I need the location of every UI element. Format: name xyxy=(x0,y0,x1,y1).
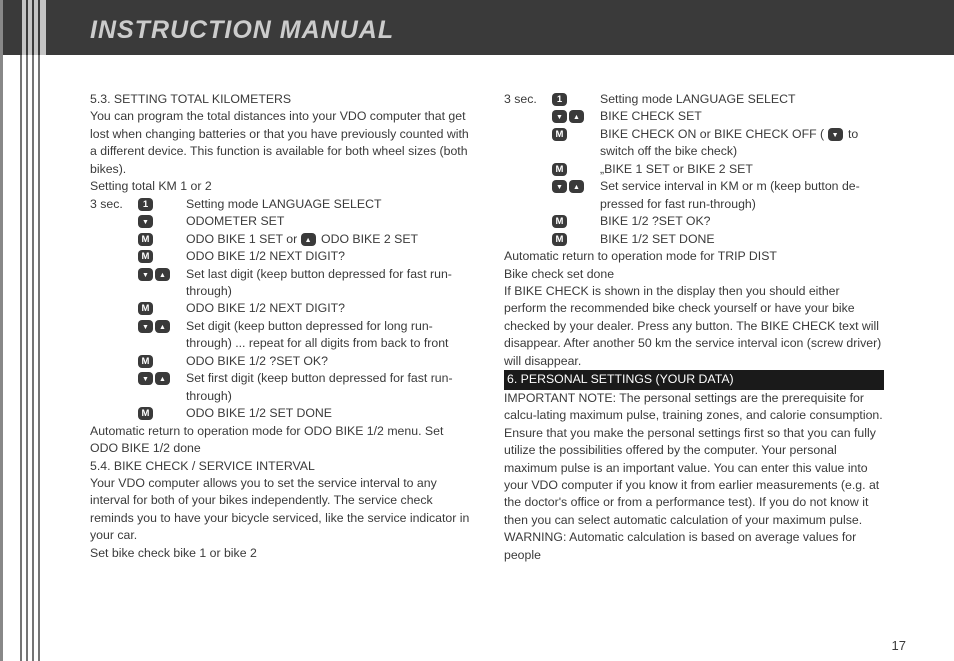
m-icon: M xyxy=(138,407,153,420)
bikecheck-explain: If BIKE CHECK is shown in the display th… xyxy=(504,283,884,370)
down-icon xyxy=(138,372,153,385)
header-bar: INSTRUCTION MANUAL xyxy=(0,0,954,55)
step-icon: M xyxy=(138,405,186,422)
button-1-icon: 1 xyxy=(552,93,567,106)
step-text: Set last digit (keep button depressed fo… xyxy=(186,266,470,301)
down-icon xyxy=(552,180,567,193)
up-icon xyxy=(569,110,584,123)
km-steps-table: 3 sec. 1 Setting mode LANGUAGE SELECT OD… xyxy=(90,196,470,423)
section-6-warning: WARNING: Automatic calculation is based … xyxy=(504,529,884,564)
step-icon: M xyxy=(552,213,600,230)
step-text: BIKE 1/2 ?SET OK? xyxy=(600,213,884,230)
content-area: 5.3. SETTING TOTAL KILOMETERS You can pr… xyxy=(0,55,954,564)
m-icon: M xyxy=(138,302,153,315)
section-6-body: IMPORTANT NOTE: The personal settings ar… xyxy=(504,390,884,530)
step-text: BIKE CHECK SET xyxy=(600,108,884,125)
step-text: Setting mode LANGUAGE SELECT xyxy=(600,91,884,108)
bikecheck-footer2: Bike check set done xyxy=(504,266,884,283)
step-text: Setting mode LANGUAGE SELECT xyxy=(186,196,470,213)
down-icon xyxy=(138,215,153,228)
step-icon xyxy=(138,318,186,353)
section-5-3-body: You can program the total distances into… xyxy=(90,108,470,178)
m-icon: M xyxy=(138,233,153,246)
step-text: Set first digit (keep button depressed f… xyxy=(186,370,470,405)
step-text: Set digit (keep button depressed for lon… xyxy=(186,318,470,353)
page-edge xyxy=(0,0,3,661)
bikecheck-footer1: Automatic return to operation mode for T… xyxy=(504,248,884,265)
section-6-bar: 6. PERSONAL SETTINGS (YOUR DATA) xyxy=(504,370,884,389)
down-icon xyxy=(552,110,567,123)
set-km-label: Setting total KM 1 or 2 xyxy=(90,178,470,195)
m-icon: M xyxy=(552,163,567,176)
m-icon: M xyxy=(552,233,567,246)
m-icon: M xyxy=(138,355,153,368)
step-icon: M xyxy=(138,248,186,265)
step-text: Set service interval in KM or m (keep bu… xyxy=(600,178,884,213)
binding-stripe xyxy=(20,0,46,661)
left-column: 5.3. SETTING TOTAL KILOMETERS You can pr… xyxy=(90,91,470,564)
down-icon xyxy=(138,268,153,281)
step-icon: 1 xyxy=(138,196,186,213)
step-icon xyxy=(138,370,186,405)
page-number: 17 xyxy=(892,638,906,653)
step-duration: 3 sec. xyxy=(90,196,138,213)
section-5-3-footer: Automatic return to operation mode for O… xyxy=(90,423,470,458)
up-icon xyxy=(155,268,170,281)
step-text: ODOMETER SET xyxy=(186,213,470,230)
m-icon: M xyxy=(138,250,153,263)
header-title: INSTRUCTION MANUAL xyxy=(90,16,394,44)
step-icon xyxy=(552,108,600,125)
step-icon xyxy=(138,266,186,301)
right-column: 3 sec. 1 Setting mode LANGUAGE SELECT BI… xyxy=(504,91,884,564)
down-icon xyxy=(138,320,153,333)
section-5-3: 5.3. SETTING TOTAL KILOMETERS You can pr… xyxy=(90,91,470,178)
button-1-icon: 1 xyxy=(138,198,153,211)
step-icon: M xyxy=(552,231,600,248)
up-icon xyxy=(301,233,316,246)
step-text: ODO BIKE 1 SET or ODO BIKE 2 SET xyxy=(186,231,470,248)
step-icon xyxy=(552,178,600,213)
step-icon: 1 xyxy=(552,91,600,108)
step-text: ODO BIKE 1/2 NEXT DIGIT? xyxy=(186,300,470,317)
step-duration: 3 sec. xyxy=(504,91,552,108)
section-5-4-body: Your VDO computer allows you to set the … xyxy=(90,475,470,545)
section-5-4-title: 5.4. BIKE CHECK / SERVICE INTERVAL xyxy=(90,458,470,475)
step-icon: M xyxy=(138,353,186,370)
step-text: BIKE CHECK ON or BIKE CHECK OFF ( to swi… xyxy=(600,126,884,161)
step-icon xyxy=(138,213,186,230)
step-text: ODO BIKE 1/2 ?SET OK? xyxy=(186,353,470,370)
step-text: ODO BIKE 1/2 NEXT DIGIT? xyxy=(186,248,470,265)
m-icon: M xyxy=(552,215,567,228)
bikecheck-steps-table: 3 sec. 1 Setting mode LANGUAGE SELECT BI… xyxy=(504,91,884,248)
m-icon: M xyxy=(552,128,567,141)
step-text: „BIKE 1 SET or BIKE 2 SET xyxy=(600,161,884,178)
section-5-3-title: 5.3. SETTING TOTAL KILOMETERS xyxy=(90,91,470,108)
section-5-4-line2: Set bike check bike 1 or bike 2 xyxy=(90,545,470,562)
step-icon: M xyxy=(138,231,186,248)
section-5-4: 5.4. BIKE CHECK / SERVICE INTERVAL Your … xyxy=(90,458,470,563)
step-icon: M xyxy=(552,161,600,178)
down-icon xyxy=(828,128,843,141)
step-icon: M xyxy=(552,126,600,161)
up-icon xyxy=(569,180,584,193)
step-icon: M xyxy=(138,300,186,317)
up-icon xyxy=(155,320,170,333)
step-text: ODO BIKE 1/2 SET DONE xyxy=(186,405,470,422)
step-text: BIKE 1/2 SET DONE xyxy=(600,231,884,248)
up-icon xyxy=(155,372,170,385)
